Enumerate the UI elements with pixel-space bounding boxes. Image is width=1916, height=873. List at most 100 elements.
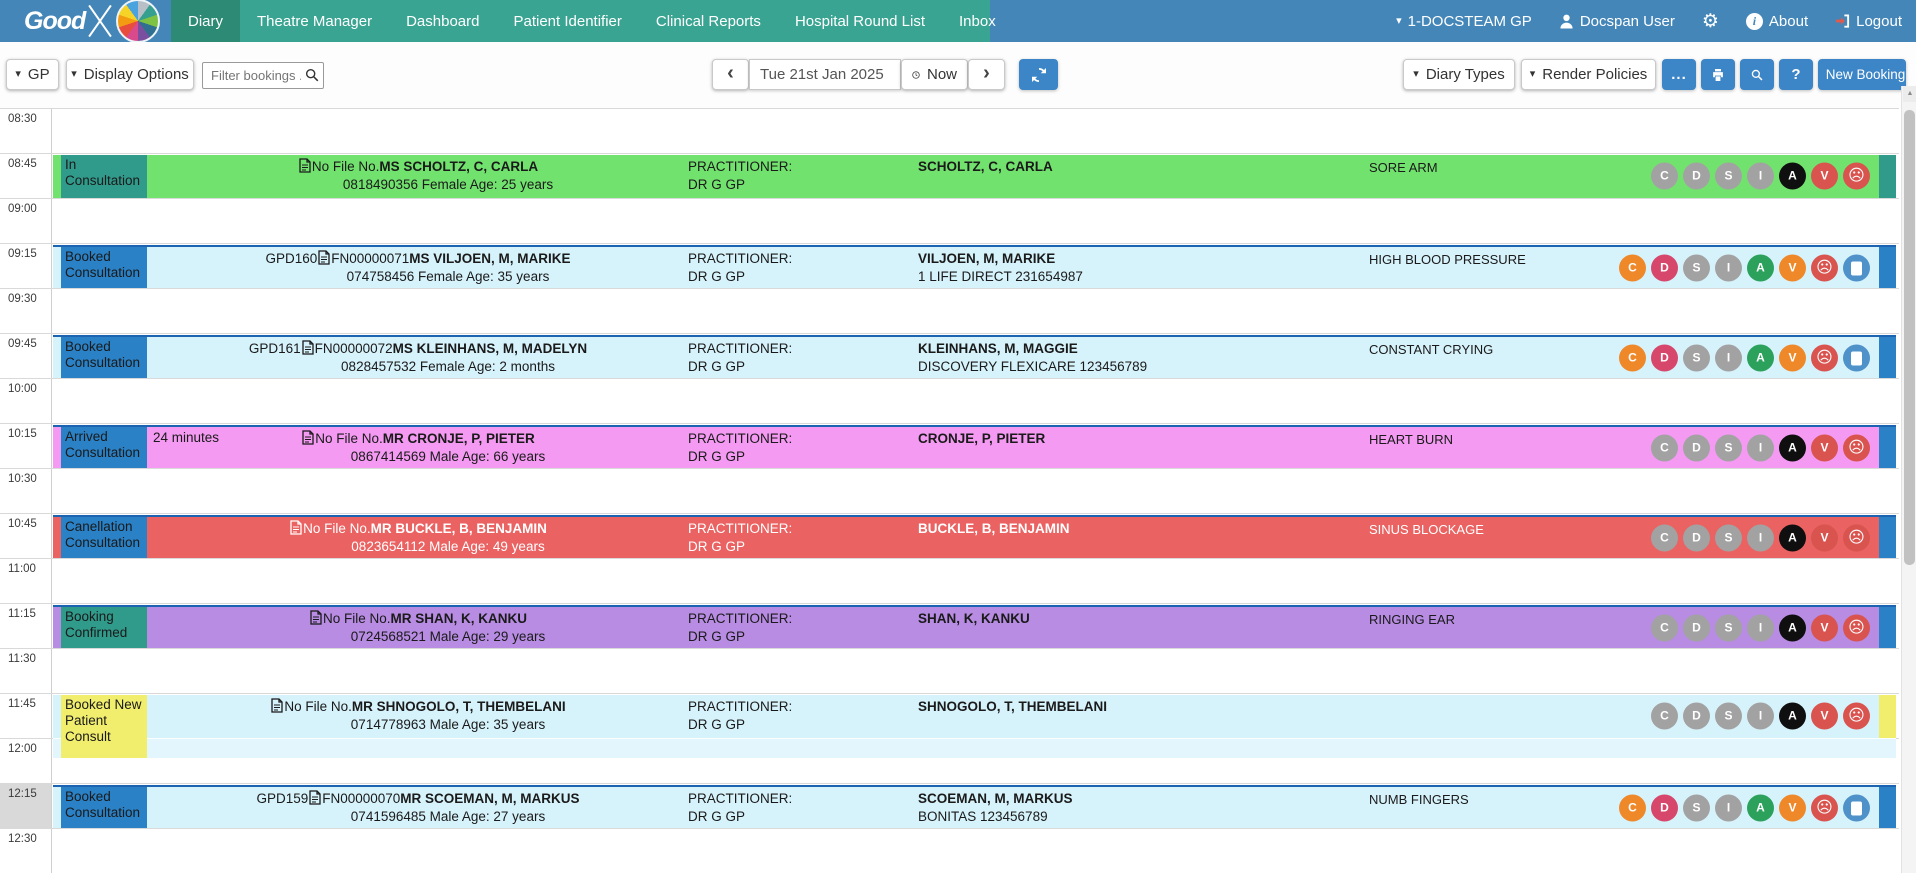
badge-c[interactable]: C [1619,254,1646,282]
badge-v[interactable]: V [1811,702,1838,730]
badge-i[interactable]: I [1747,702,1774,730]
time-slot-12:15[interactable]: 12:15 [0,783,1899,829]
badge-s[interactable]: S [1715,702,1742,730]
time-slot-11:45[interactable]: 11:45 [0,693,1899,738]
badge-v[interactable]: V [1779,344,1806,372]
badge-d[interactable]: D [1683,702,1710,730]
nav-item-diary[interactable]: Diary [171,0,241,42]
badge-note-icon[interactable] [1843,344,1870,372]
logout-button[interactable]: Logout [1835,13,1902,30]
badge-a[interactable]: A [1747,794,1774,822]
nav-item-inbox[interactable]: Inbox [959,12,996,30]
gp-dropdown[interactable]: ▾ GP [6,59,59,90]
badge-c[interactable]: C [1651,524,1678,552]
nav-item-hospital-round-list[interactable]: Hospital Round List [794,12,926,30]
badge-sad-face-icon[interactable]: ☹ [1843,162,1870,190]
user-menu[interactable]: Docspan User [1559,13,1675,30]
nav-item-dashboard[interactable]: Dashboard [406,12,480,30]
time-slot-11:00[interactable]: 11:00 [0,558,1899,603]
badge-s[interactable]: S [1715,434,1742,462]
badge-d[interactable]: D [1683,162,1710,190]
settings-button[interactable]: ⚙ [1702,12,1719,31]
nav-item-patient-identifier[interactable]: Patient Identifier [513,12,622,30]
time-slot-10:15[interactable]: 10:15 [0,423,1899,468]
nav-item-clinical-reports[interactable]: Clinical Reports [655,12,761,30]
badge-sad-face-icon[interactable]: ☹ [1843,434,1870,462]
diary-types-dropdown[interactable]: ▾ Diary Types [1403,59,1515,90]
badge-sad-face-icon[interactable]: ☹ [1811,794,1838,822]
display-options-dropdown[interactable]: ▾ Display Options [66,59,194,90]
badge-s[interactable]: S [1683,344,1710,372]
booking-row[interactable]: In Consultation No File No.MS SCHOLTZ, C,… [53,155,1896,198]
badge-d[interactable]: D [1651,254,1678,282]
practice-selector[interactable]: ▾ 1-DOCSTEAM GP [1396,13,1532,30]
badge-note-icon[interactable] [1843,254,1870,282]
badge-i[interactable]: I [1715,254,1742,282]
badge-a[interactable]: A [1779,162,1806,190]
badge-sad-face-icon[interactable]: ☹ [1843,702,1870,730]
badge-s[interactable]: S [1715,162,1742,190]
next-day-button[interactable]: › [968,59,1005,90]
about-button[interactable]: i About [1745,12,1808,30]
badge-i[interactable]: I [1747,162,1774,190]
badge-s[interactable]: S [1715,614,1742,642]
print-button[interactable] [1701,59,1735,90]
time-slot-09:45[interactable]: 09:45 [0,333,1899,378]
badge-i[interactable]: I [1747,614,1774,642]
booking-row[interactable]: Arrived Consultation 24 minutes No File No… [53,425,1896,468]
more-options-button[interactable]: ... [1662,59,1696,90]
badge-s[interactable]: S [1683,794,1710,822]
time-slot-08:30[interactable]: 08:30 [0,108,1899,153]
badge-d[interactable]: D [1683,614,1710,642]
scrollbar-thumb[interactable] [1904,110,1915,565]
badge-s[interactable]: S [1715,524,1742,552]
time-slot-11:30[interactable]: 11:30 [0,648,1899,693]
booking-row[interactable]: Booked Consultation GPD160 FN00000071MS VI… [53,245,1896,288]
scroll-up-arrow[interactable]: ▲ [1903,86,1916,102]
vertical-scrollbar[interactable]: ▲ [1901,86,1916,873]
badge-v[interactable]: V [1779,254,1806,282]
badge-v[interactable]: V [1779,794,1806,822]
filter-bookings-input[interactable] [202,62,324,89]
badge-a[interactable]: A [1747,254,1774,282]
badge-c[interactable]: C [1619,794,1646,822]
time-slot-08:45[interactable]: 08:45 [0,153,1899,198]
now-button[interactable]: Now [901,59,968,90]
badge-a[interactable]: A [1779,614,1806,642]
time-slot-10:30[interactable]: 10:30 [0,468,1899,513]
booking-row[interactable]: Canellation Consultation No File No.MR BU… [53,515,1896,558]
time-slot-09:15[interactable]: 09:15 [0,243,1899,288]
time-slot-09:00[interactable]: 09:00 [0,198,1899,243]
booking-row[interactable]: Booked Consultation GPD161 FN00000072MS KL… [53,335,1896,378]
badge-a[interactable]: A [1779,524,1806,552]
badge-d[interactable]: D [1683,434,1710,462]
badge-sad-face-icon[interactable]: ☹ [1843,524,1870,552]
badge-c[interactable]: C [1651,702,1678,730]
badge-s[interactable]: S [1683,254,1710,282]
goodx-logo[interactable]: Good [0,0,171,43]
badge-a[interactable]: A [1779,702,1806,730]
badge-v[interactable]: V [1811,162,1838,190]
previous-day-button[interactable]: ‹ [712,59,749,90]
new-booking-button[interactable]: New Booking [1818,59,1906,90]
booking-row[interactable]: Booked New Patient Consult No File No.MR … [53,695,1896,758]
refresh-button[interactable] [1019,59,1058,90]
nav-item-theatre-manager[interactable]: Theatre Manager [257,12,373,30]
booking-row[interactable]: Booking Confirmed No File No.MR SHAN, K, … [53,605,1896,648]
badge-v[interactable]: V [1811,614,1838,642]
badge-d[interactable]: D [1651,794,1678,822]
badge-note-icon[interactable] [1843,794,1870,822]
time-slot-10:45[interactable]: 10:45 [0,513,1899,558]
badge-a[interactable]: A [1747,344,1774,372]
date-input[interactable] [749,59,901,90]
badge-i[interactable]: I [1715,344,1742,372]
time-slot-11:15[interactable]: 11:15 [0,603,1899,648]
badge-d[interactable]: D [1683,524,1710,552]
badge-v[interactable]: V [1811,524,1838,552]
badge-i[interactable]: I [1747,524,1774,552]
badge-i[interactable]: I [1715,794,1742,822]
time-slot-12:30[interactable]: 12:30 [0,828,1899,873]
badge-sad-face-icon[interactable]: ☹ [1843,614,1870,642]
badge-i[interactable]: I [1747,434,1774,462]
booking-row[interactable]: Booked Consultation GPD159 FN00000070MR SC… [53,785,1896,828]
